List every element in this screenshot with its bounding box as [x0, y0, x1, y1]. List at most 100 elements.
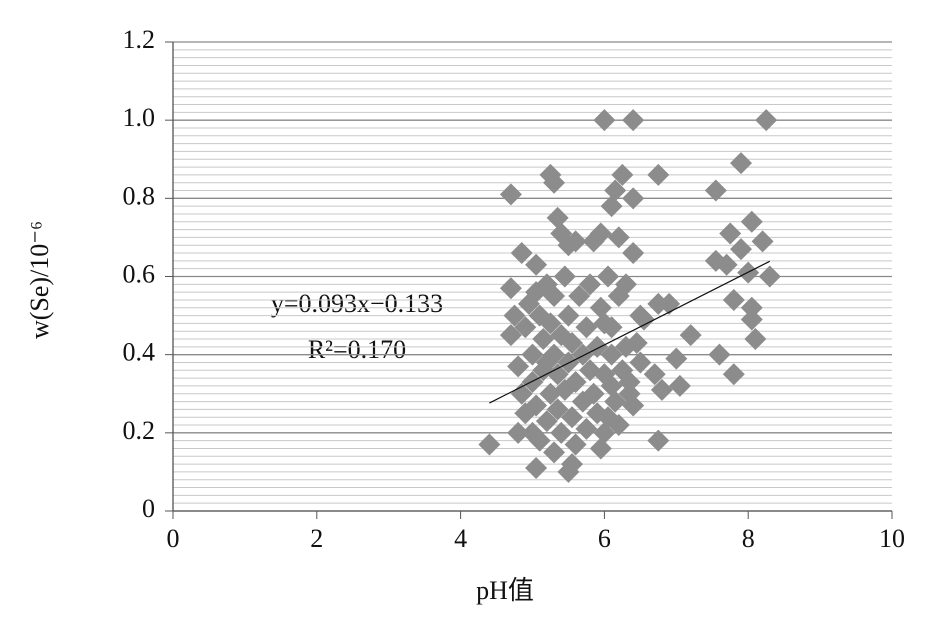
point	[568, 285, 591, 308]
point	[618, 371, 641, 394]
point	[561, 331, 584, 354]
point	[744, 328, 767, 351]
point	[740, 308, 763, 331]
y-tick-label: 0.8	[123, 181, 156, 210]
x-tick-label: 0	[167, 524, 180, 553]
point	[589, 437, 612, 460]
point	[503, 304, 526, 327]
point	[647, 429, 670, 452]
point	[622, 109, 645, 132]
point	[596, 265, 619, 288]
point	[665, 347, 688, 370]
point	[593, 109, 616, 132]
point	[600, 343, 623, 366]
point	[600, 195, 623, 218]
point	[622, 242, 645, 265]
point	[553, 265, 576, 288]
point	[740, 210, 763, 233]
point	[575, 316, 598, 339]
point	[521, 371, 544, 394]
y-axis-label: w(Se)/10⁻⁶	[25, 221, 54, 339]
point	[607, 285, 630, 308]
point	[575, 417, 598, 440]
y-tick-label: 1.2	[123, 25, 156, 54]
x-tick-label: 10	[879, 524, 905, 553]
point	[521, 343, 544, 366]
x-axis-label: pH值	[476, 576, 534, 605]
point	[535, 410, 558, 433]
point	[532, 328, 555, 351]
point	[751, 230, 774, 253]
point	[525, 394, 548, 417]
x-tick-label: 4	[454, 524, 467, 553]
point	[543, 285, 566, 308]
point	[730, 152, 753, 175]
y-tick-label: 0	[142, 494, 155, 523]
point	[561, 453, 584, 476]
point	[704, 179, 727, 202]
point	[478, 433, 501, 456]
point	[719, 222, 742, 245]
y-tick-label: 0.4	[123, 338, 156, 367]
point	[564, 371, 587, 394]
point	[668, 374, 691, 397]
point	[611, 163, 634, 186]
equation: y=0.093x−0.133	[271, 289, 443, 318]
point	[557, 304, 580, 327]
point	[708, 343, 731, 366]
point	[499, 324, 522, 347]
point	[535, 351, 558, 374]
point	[586, 335, 609, 358]
point	[740, 296, 763, 319]
x-tick-label: 2	[310, 524, 323, 553]
point	[604, 179, 627, 202]
point	[528, 429, 551, 452]
point	[543, 441, 566, 464]
point	[571, 343, 594, 366]
point	[758, 265, 781, 288]
x-tick-label: 6	[598, 524, 611, 553]
r-squared: R²=0.170	[308, 335, 406, 364]
y-tick-label: 1.0	[123, 103, 156, 132]
point	[550, 421, 573, 444]
point	[539, 312, 562, 335]
point	[593, 421, 616, 444]
point	[679, 324, 702, 347]
point	[593, 312, 616, 335]
point	[525, 253, 548, 276]
point	[514, 316, 537, 339]
point	[586, 402, 609, 425]
point	[730, 238, 753, 261]
point	[582, 382, 605, 405]
point	[614, 335, 637, 358]
point	[604, 390, 627, 413]
point	[543, 171, 566, 194]
point	[618, 382, 641, 405]
point	[510, 382, 533, 405]
point	[561, 406, 584, 429]
point	[622, 187, 645, 210]
point	[507, 421, 530, 444]
point	[546, 398, 569, 421]
point	[546, 363, 569, 386]
point	[579, 273, 602, 296]
point	[525, 281, 548, 304]
x-tick-label: 8	[742, 524, 755, 553]
point	[632, 308, 655, 331]
point	[564, 230, 587, 253]
y-tick-label: 0.2	[123, 416, 156, 445]
point	[629, 351, 652, 374]
point	[546, 206, 569, 229]
point	[589, 296, 612, 319]
point	[499, 277, 522, 300]
point	[510, 242, 533, 265]
y-tick-label: 0.6	[123, 259, 156, 288]
point	[722, 288, 745, 311]
point	[755, 109, 778, 132]
point	[607, 226, 630, 249]
point	[643, 363, 666, 386]
point	[600, 374, 623, 397]
point	[607, 414, 630, 437]
point	[650, 378, 673, 401]
